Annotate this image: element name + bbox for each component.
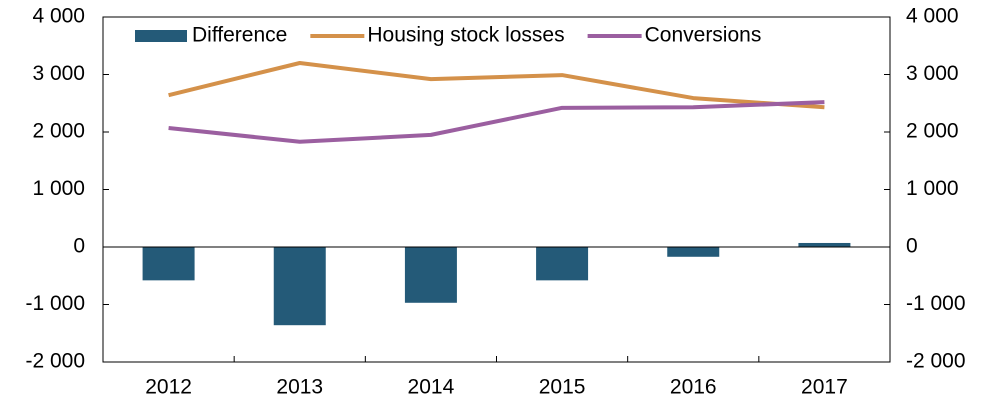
y-tick-label: 4 000 <box>32 5 85 28</box>
x-tick-label: 2014 <box>408 376 455 399</box>
x-tick-label: 2013 <box>276 376 323 399</box>
line <box>168 61 825 110</box>
bar <box>273 247 326 326</box>
y-tick-label: -2 000 <box>25 350 85 373</box>
y2-tick-label: -2 000 <box>906 350 966 373</box>
bar <box>536 247 589 281</box>
y-tick-label: -1 000 <box>25 292 85 315</box>
y2-tick-label: 3 000 <box>906 62 959 85</box>
y2-tick-label: -1 000 <box>906 292 966 315</box>
bar <box>142 247 195 281</box>
legend-label: Conversions <box>645 24 762 47</box>
x-tick-label: 2015 <box>539 376 586 399</box>
y2-tick-label: 2 000 <box>906 120 959 143</box>
plot-frame <box>102 16 891 363</box>
y2-tick-label: 1 000 <box>906 177 959 200</box>
bar <box>667 247 720 257</box>
legend-label: Housing stock losses <box>367 24 564 47</box>
bar <box>798 242 851 247</box>
x-tick-label: 2017 <box>801 376 848 399</box>
y-tick-label: 3 000 <box>32 62 85 85</box>
line <box>168 100 825 144</box>
x-tick-label: 2012 <box>145 376 192 399</box>
y2-tick-label: 4 000 <box>906 5 959 28</box>
x-tick-label: 2016 <box>670 376 717 399</box>
y2-tick-label: 0 <box>906 235 918 258</box>
y-tick-label: 0 <box>73 235 85 258</box>
legend-swatch <box>135 30 187 42</box>
bar <box>404 247 457 303</box>
y-tick-label: 2 000 <box>32 120 85 143</box>
legend-label: Difference <box>192 24 287 47</box>
y-tick-label: 1 000 <box>32 177 85 200</box>
